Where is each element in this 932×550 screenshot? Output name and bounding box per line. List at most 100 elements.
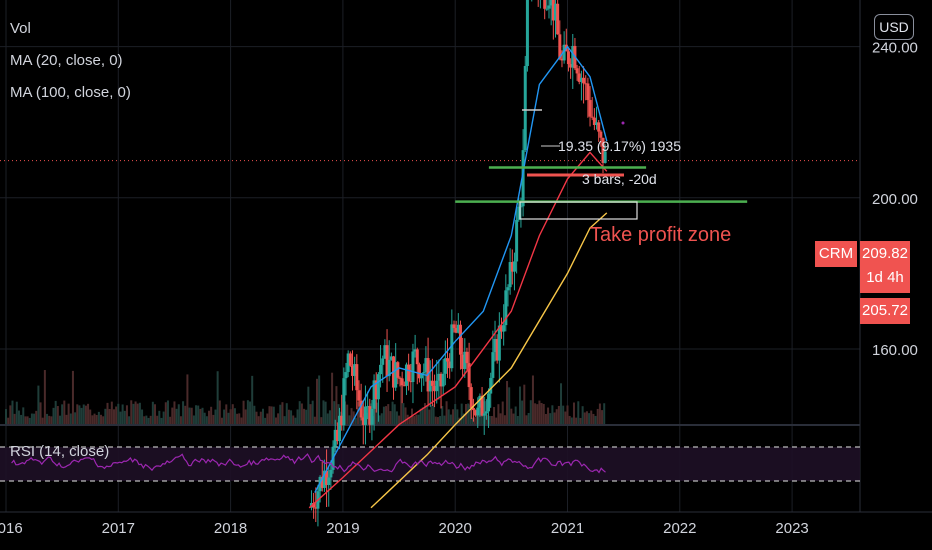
candle-body <box>344 372 348 379</box>
volume-bar <box>97 411 100 424</box>
volume-bar <box>350 408 353 424</box>
candle-body <box>523 65 527 151</box>
volume-bar <box>186 374 189 424</box>
ma-line <box>314 45 608 493</box>
volume-bar <box>190 407 193 424</box>
candle-body <box>314 507 318 509</box>
volume-bar <box>175 408 178 424</box>
candle-body <box>569 64 573 68</box>
volume-bar <box>268 406 271 424</box>
volume-bar <box>233 408 236 424</box>
candle-body <box>480 395 484 416</box>
currency-button[interactable]: USD <box>874 14 914 40</box>
candle-body <box>579 77 583 82</box>
volume-bar <box>290 410 293 424</box>
volume-bar <box>385 406 388 424</box>
legend-rsi[interactable]: RSI (14, close) <box>10 443 110 460</box>
volume-bar <box>264 417 267 424</box>
volume-bar <box>138 402 141 424</box>
legend-vol[interactable]: Vol <box>10 20 31 37</box>
volume-bar <box>512 413 515 424</box>
volume-bar <box>102 416 105 424</box>
volume-bar <box>141 409 144 424</box>
volume-bar <box>91 415 94 424</box>
volume-bar <box>35 410 38 424</box>
bar-countdown: 1d 4h <box>866 269 904 286</box>
candle-body <box>495 338 499 361</box>
volume-bar <box>456 409 459 424</box>
volume-bar <box>132 403 135 424</box>
volume-bar <box>486 414 489 424</box>
volume-bar <box>74 412 77 424</box>
volume-bar <box>80 407 83 424</box>
volume-bar <box>203 412 206 424</box>
volume-bar <box>378 415 381 424</box>
volume-bar <box>294 417 297 424</box>
candle-body <box>566 51 570 65</box>
candle-body <box>348 353 352 366</box>
volume-bar <box>475 414 478 424</box>
y-axis: 160.00 200.00 240.00 <box>872 40 918 359</box>
candle-body <box>433 385 437 392</box>
volume-bar <box>147 417 150 424</box>
volume-bar <box>499 413 502 424</box>
volume-bar <box>5 409 7 424</box>
volume-bar <box>48 415 51 424</box>
volume-bar <box>490 416 493 424</box>
volume-bar <box>527 412 530 424</box>
volume-bar <box>69 413 72 424</box>
volume-bar <box>449 414 452 424</box>
volume-bar <box>493 407 496 424</box>
volume-bar <box>395 411 398 424</box>
volume-bar <box>225 404 228 424</box>
volume-bar <box>123 410 126 424</box>
volume-bar <box>182 401 185 424</box>
candle-body <box>504 290 508 326</box>
volume-bar <box>197 405 200 424</box>
volume-bar <box>415 414 418 424</box>
volume-bar <box>514 406 517 424</box>
candle-body <box>448 361 452 369</box>
volume-bar <box>469 404 472 424</box>
volume-bar <box>56 406 59 424</box>
rsi-line <box>11 453 606 474</box>
volume-bar <box>249 401 252 424</box>
volume-bar <box>50 416 53 424</box>
y-tick-label: 200.00 <box>872 191 918 208</box>
take-profit-label: Take profit zone <box>590 224 731 246</box>
ma-line <box>370 212 608 509</box>
volume-bar <box>87 403 90 424</box>
volume-bar <box>46 413 49 424</box>
volume-bar <box>255 411 258 424</box>
volume-bar <box>331 372 334 424</box>
volume-bar <box>84 405 87 424</box>
volume-bar <box>387 404 390 424</box>
volume-bar <box>169 416 172 424</box>
volume-bar <box>313 416 316 424</box>
volume-bar <box>54 400 57 424</box>
volume-bar <box>76 404 79 424</box>
legend-ma20[interactable]: MA (20, close, 0) <box>10 52 123 69</box>
candle-body <box>422 372 426 374</box>
volume-bar <box>238 413 241 424</box>
candle-body <box>500 325 504 332</box>
volume-bar <box>151 401 154 424</box>
volume-bar <box>434 416 437 424</box>
volume-bar <box>382 406 385 424</box>
volume-bar <box>523 384 526 424</box>
volume-bar <box>15 401 18 424</box>
candle-body <box>461 354 465 369</box>
candle-body <box>329 469 333 478</box>
y-tick-label: 240.00 <box>872 40 918 57</box>
legend-ma100[interactable]: MA (100, close, 0) <box>10 84 131 101</box>
candle-body <box>320 476 324 488</box>
volume-bar <box>447 409 450 424</box>
candle-body <box>454 328 458 333</box>
volume-bar <box>588 413 591 424</box>
volume-bar <box>518 386 521 424</box>
volume-bar <box>531 375 534 424</box>
candle-body <box>346 353 350 373</box>
x-tick-label: 2021 <box>551 520 584 537</box>
volume-bar <box>300 403 303 424</box>
